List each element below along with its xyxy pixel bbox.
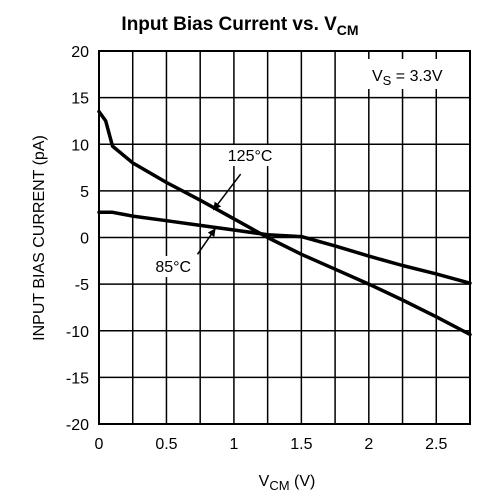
y-axis-label: INPUT BIAS CURRENT (pA): [31, 135, 48, 341]
supply-annotation-rest: = 3.3V: [391, 68, 442, 85]
y-tick-label: -20: [66, 417, 89, 434]
y-tick-label: -15: [66, 370, 89, 387]
y-axis-ticks: 20 15 10 5 0 -5 -10 -15 -20: [66, 44, 89, 434]
series-line: [97, 210, 472, 285]
supply-annotation-main: V: [372, 68, 383, 85]
supply-annotation: VS = 3.3V: [372, 68, 443, 88]
y-tick-label: 20: [71, 44, 89, 61]
y-tick-label: 15: [71, 91, 89, 108]
y-tick-label: -10: [66, 324, 89, 341]
chart-title-sub: CM: [337, 22, 359, 38]
x-axis-label-unit: (V): [290, 473, 316, 490]
plot-frame: [98, 50, 471, 425]
chart-title: Input Bias Current vs. VCM: [121, 14, 358, 38]
series-layer: [97, 109, 472, 337]
x-axis-label-main: V: [259, 473, 270, 490]
x-tick-label: 1.5: [290, 436, 312, 453]
x-axis-ticks: 0 0.5 1 1.5 2 2.5: [95, 436, 448, 453]
x-axis-label: VCM (V): [259, 473, 316, 493]
series-labels: 125°C 85°C: [149, 145, 277, 278]
series-label-background: [149, 256, 200, 278]
x-tick-label: 1: [229, 436, 238, 453]
series-label-background: [226, 145, 277, 167]
y-tick-label: 10: [71, 137, 89, 154]
x-axis-label-sub: CM: [269, 478, 289, 493]
y-tick-label: 0: [80, 231, 89, 248]
y-tick-label: -5: [75, 277, 89, 294]
x-tick-label: 2.5: [425, 436, 447, 453]
series-label: 85°C: [155, 259, 191, 276]
supply-annotation-sub: S: [383, 73, 392, 88]
series-label-arrow: [196, 228, 216, 255]
x-tick-label: 0: [95, 436, 104, 453]
series-label-arrow: [213, 173, 242, 211]
x-tick-label: 2: [364, 436, 373, 453]
supply-annotation-box: VS = 3.3V: [362, 59, 469, 89]
series-label: 125°C: [228, 148, 273, 165]
y-tick-label: 5: [80, 184, 89, 201]
chart-title-main: Input Bias Current vs. V: [121, 14, 337, 35]
chart-grid: [99, 51, 470, 424]
series-line: [97, 109, 472, 337]
x-tick-label: 0.5: [155, 436, 177, 453]
